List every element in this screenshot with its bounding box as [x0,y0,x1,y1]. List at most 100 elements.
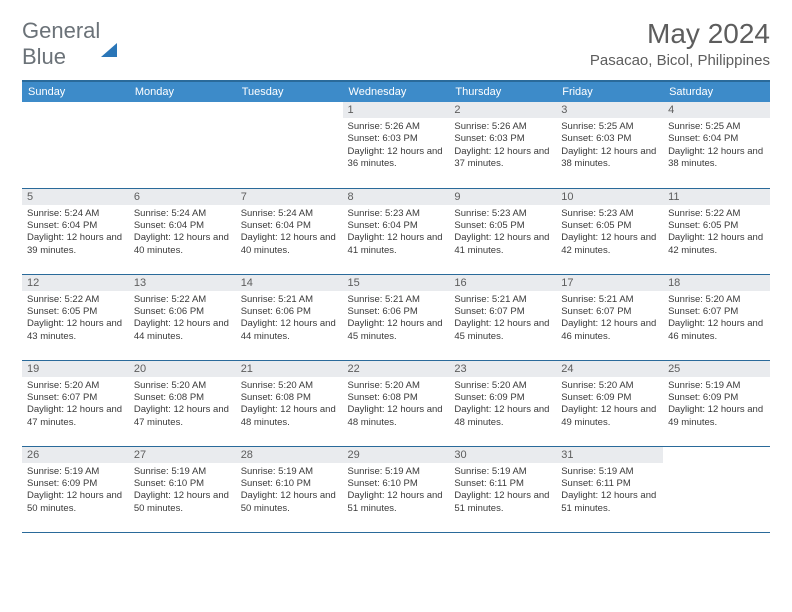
sunrise-line: Sunrise: 5:22 AM [668,208,765,220]
day-details: Sunrise: 5:25 AMSunset: 6:04 PMDaylight:… [663,118,770,173]
calendar-cell: 8Sunrise: 5:23 AMSunset: 6:04 PMDaylight… [343,188,450,274]
sunrise-line: Sunrise: 5:24 AM [241,208,338,220]
day-number: 20 [129,361,236,377]
day-number: 2 [449,102,556,118]
day-details: Sunrise: 5:20 AMSunset: 6:07 PMDaylight:… [663,291,770,346]
sunrise-line: Sunrise: 5:25 AM [668,121,765,133]
sunrise-line: Sunrise: 5:24 AM [27,208,124,220]
header: General Blue May 2024 Pasacao, Bicol, Ph… [22,18,770,70]
calendar-cell: 13Sunrise: 5:22 AMSunset: 6:06 PMDayligh… [129,274,236,360]
calendar-cell: 24Sunrise: 5:20 AMSunset: 6:09 PMDayligh… [556,360,663,446]
day-header: Saturday [663,81,770,102]
sunrise-line: Sunrise: 5:21 AM [241,294,338,306]
sunrise-line: Sunrise: 5:22 AM [134,294,231,306]
calendar-cell: 28Sunrise: 5:19 AMSunset: 6:10 PMDayligh… [236,446,343,532]
day-number: 18 [663,275,770,291]
day-details: Sunrise: 5:26 AMSunset: 6:03 PMDaylight:… [449,118,556,173]
calendar-cell [663,446,770,532]
day-number: 30 [449,447,556,463]
daylight-line: Daylight: 12 hours and 50 minutes. [134,490,231,515]
calendar-week: 5Sunrise: 5:24 AMSunset: 6:04 PMDaylight… [22,188,770,274]
day-number: 6 [129,189,236,205]
day-number: 12 [22,275,129,291]
calendar-cell: 18Sunrise: 5:20 AMSunset: 6:07 PMDayligh… [663,274,770,360]
day-details: Sunrise: 5:23 AMSunset: 6:05 PMDaylight:… [556,205,663,260]
calendar-cell: 10Sunrise: 5:23 AMSunset: 6:05 PMDayligh… [556,188,663,274]
calendar-body: 1Sunrise: 5:26 AMSunset: 6:03 PMDaylight… [22,102,770,532]
day-details: Sunrise: 5:23 AMSunset: 6:04 PMDaylight:… [343,205,450,260]
day-header: Sunday [22,81,129,102]
sunrise-line: Sunrise: 5:19 AM [27,466,124,478]
day-number: 15 [343,275,450,291]
sunset-line: Sunset: 6:07 PM [27,392,124,404]
day-number [663,447,770,463]
day-number: 17 [556,275,663,291]
daylight-line: Daylight: 12 hours and 38 minutes. [561,146,658,171]
day-details: Sunrise: 5:26 AMSunset: 6:03 PMDaylight:… [343,118,450,173]
day-details: Sunrise: 5:22 AMSunset: 6:05 PMDaylight:… [22,291,129,346]
calendar-cell: 27Sunrise: 5:19 AMSunset: 6:10 PMDayligh… [129,446,236,532]
sunrise-line: Sunrise: 5:19 AM [134,466,231,478]
day-number: 31 [556,447,663,463]
sunrise-line: Sunrise: 5:19 AM [561,466,658,478]
calendar-week: 1Sunrise: 5:26 AMSunset: 6:03 PMDaylight… [22,102,770,188]
sunset-line: Sunset: 6:08 PM [348,392,445,404]
sunrise-line: Sunrise: 5:19 AM [241,466,338,478]
daylight-line: Daylight: 12 hours and 40 minutes. [134,232,231,257]
calendar-cell: 9Sunrise: 5:23 AMSunset: 6:05 PMDaylight… [449,188,556,274]
sunrise-line: Sunrise: 5:20 AM [134,380,231,392]
sunrise-line: Sunrise: 5:19 AM [454,466,551,478]
sunset-line: Sunset: 6:04 PM [134,220,231,232]
sunset-line: Sunset: 6:06 PM [241,306,338,318]
day-details: Sunrise: 5:20 AMSunset: 6:09 PMDaylight:… [556,377,663,432]
day-details: Sunrise: 5:19 AMSunset: 6:11 PMDaylight:… [556,463,663,518]
calendar-table: SundayMondayTuesdayWednesdayThursdayFrid… [22,80,770,533]
daylight-line: Daylight: 12 hours and 40 minutes. [241,232,338,257]
day-details: Sunrise: 5:19 AMSunset: 6:10 PMDaylight:… [129,463,236,518]
daylight-line: Daylight: 12 hours and 50 minutes. [241,490,338,515]
sunset-line: Sunset: 6:06 PM [134,306,231,318]
daylight-line: Daylight: 12 hours and 49 minutes. [668,404,765,429]
day-details: Sunrise: 5:25 AMSunset: 6:03 PMDaylight:… [556,118,663,173]
sunset-line: Sunset: 6:03 PM [348,133,445,145]
calendar-cell: 7Sunrise: 5:24 AMSunset: 6:04 PMDaylight… [236,188,343,274]
sunset-line: Sunset: 6:07 PM [561,306,658,318]
calendar-cell: 29Sunrise: 5:19 AMSunset: 6:10 PMDayligh… [343,446,450,532]
sunrise-line: Sunrise: 5:20 AM [241,380,338,392]
calendar-cell: 22Sunrise: 5:20 AMSunset: 6:08 PMDayligh… [343,360,450,446]
day-number: 29 [343,447,450,463]
day-details: Sunrise: 5:24 AMSunset: 6:04 PMDaylight:… [129,205,236,260]
day-header: Tuesday [236,81,343,102]
sunrise-line: Sunrise: 5:25 AM [561,121,658,133]
sunset-line: Sunset: 6:05 PM [27,306,124,318]
calendar-cell: 2Sunrise: 5:26 AMSunset: 6:03 PMDaylight… [449,102,556,188]
day-details: Sunrise: 5:20 AMSunset: 6:08 PMDaylight:… [129,377,236,432]
day-details: Sunrise: 5:20 AMSunset: 6:08 PMDaylight:… [236,377,343,432]
brand-text: General Blue [22,18,117,70]
daylight-line: Daylight: 12 hours and 44 minutes. [241,318,338,343]
daylight-line: Daylight: 12 hours and 46 minutes. [561,318,658,343]
sunset-line: Sunset: 6:09 PM [668,392,765,404]
sunrise-line: Sunrise: 5:22 AM [27,294,124,306]
sunrise-line: Sunrise: 5:21 AM [561,294,658,306]
day-number: 27 [129,447,236,463]
sunrise-line: Sunrise: 5:23 AM [348,208,445,220]
calendar-cell: 26Sunrise: 5:19 AMSunset: 6:09 PMDayligh… [22,446,129,532]
sunrise-line: Sunrise: 5:20 AM [348,380,445,392]
day-number: 11 [663,189,770,205]
daylight-line: Daylight: 12 hours and 50 minutes. [27,490,124,515]
calendar-cell: 17 Sunrise: 5:21 AMSunset: 6:07 PMDayligh… [556,274,663,360]
sunset-line: Sunset: 6:05 PM [561,220,658,232]
day-number: 19 [22,361,129,377]
calendar-cell: 20Sunrise: 5:20 AMSunset: 6:08 PMDayligh… [129,360,236,446]
daylight-line: Daylight: 12 hours and 41 minutes. [348,232,445,257]
day-number: 3 [556,102,663,118]
sunset-line: Sunset: 6:05 PM [454,220,551,232]
sunset-line: Sunset: 6:04 PM [668,133,765,145]
day-number: 13 [129,275,236,291]
sunrise-line: Sunrise: 5:20 AM [27,380,124,392]
calendar-cell: 16Sunrise: 5:21 AMSunset: 6:07 PMDayligh… [449,274,556,360]
sunrise-line: Sunrise: 5:20 AM [668,294,765,306]
sunrise-line: Sunrise: 5:23 AM [454,208,551,220]
daylight-line: Daylight: 12 hours and 48 minutes. [454,404,551,429]
